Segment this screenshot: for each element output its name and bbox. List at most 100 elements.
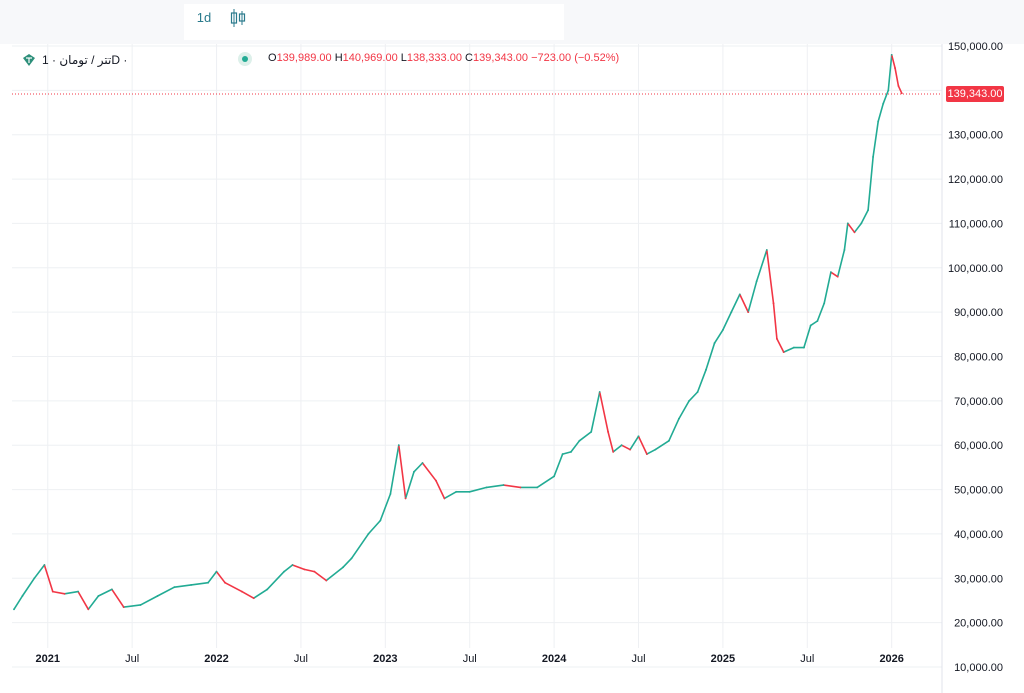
- price-segment: [350, 533, 370, 560]
- data-point: [678, 417, 680, 420]
- data-point: [629, 448, 631, 451]
- data-point: [882, 102, 885, 105]
- price-segment: [389, 444, 400, 495]
- price-segment: [738, 293, 750, 313]
- data-point: [816, 320, 819, 322]
- data-point: [730, 311, 733, 313]
- price-segment: [485, 484, 505, 489]
- high-value: 140,969.00: [342, 52, 398, 64]
- data-point: [590, 431, 593, 433]
- price-segment: [367, 519, 382, 535]
- x-tick-label: Jul: [294, 653, 308, 665]
- data-point: [897, 85, 900, 87]
- data-point: [612, 451, 615, 453]
- price-segment: [590, 391, 601, 433]
- data-point: [252, 597, 255, 600]
- price-segment: [612, 444, 623, 453]
- top-toolbar: [0, 0, 1024, 44]
- change-value: −723.00 (−0.52%): [531, 52, 620, 64]
- price-segment: [241, 590, 255, 600]
- data-point: [722, 329, 724, 331]
- ohlc-values: O139,989.00 H140,969.00 L138,333.00 C139…: [268, 52, 619, 64]
- price-segment: [156, 586, 176, 597]
- data-point: [536, 486, 539, 489]
- data-point: [696, 391, 699, 393]
- price-segment: [809, 320, 819, 327]
- price-segment: [252, 588, 269, 600]
- price-segment: [846, 222, 856, 234]
- data-point: [607, 431, 609, 433]
- price-segment: [598, 391, 609, 433]
- data-point: [342, 566, 344, 569]
- data-point: [173, 586, 176, 589]
- data-point: [139, 604, 142, 606]
- data-point: [207, 581, 210, 584]
- x-tick-label: 2021: [36, 653, 60, 665]
- price-segment: [313, 570, 328, 582]
- price-segment: [404, 470, 415, 500]
- price-segment: [882, 89, 890, 105]
- data-point: [890, 54, 893, 56]
- data-point: [379, 519, 382, 522]
- price-segment: [765, 249, 775, 305]
- price-segment: [139, 595, 159, 606]
- price-segment: [561, 451, 572, 455]
- price-segment: [607, 431, 615, 453]
- price-segment: [654, 439, 670, 451]
- price-segment: [755, 249, 768, 282]
- data-point: [578, 439, 581, 442]
- data-point: [823, 302, 826, 305]
- price-segment: [747, 280, 758, 313]
- x-tick-label: 2025: [711, 653, 735, 665]
- data-point: [776, 337, 778, 340]
- price-segment: [421, 462, 437, 482]
- data-point: [772, 302, 775, 305]
- x-tick-label: Jul: [631, 653, 645, 665]
- grid-lines: [12, 44, 942, 668]
- price-series: [13, 54, 903, 611]
- price-segment: [897, 85, 903, 95]
- price-segment: [77, 590, 90, 611]
- data-point: [421, 462, 424, 464]
- exchange-logo-icon: [23, 54, 35, 66]
- price-segment: [291, 564, 306, 571]
- price-segment: [678, 400, 690, 420]
- symbol-title[interactable]: تتر / تومان · 1D ·: [42, 53, 128, 67]
- price-segment: [342, 557, 353, 569]
- data-point: [435, 479, 437, 482]
- price-segment: [867, 156, 874, 211]
- data-point: [350, 557, 353, 560]
- price-segment: [122, 604, 142, 608]
- data-point: [830, 271, 832, 274]
- y-tick-label: 110,000.00: [949, 218, 1003, 230]
- interval-button[interactable]: 1d: [196, 10, 212, 25]
- data-point: [867, 209, 869, 212]
- data-point: [241, 590, 243, 593]
- data-point: [713, 342, 716, 345]
- price-segment: [570, 439, 581, 453]
- data-point: [646, 453, 648, 455]
- y-tick-label: 80,000.00: [954, 352, 1003, 364]
- data-point: [738, 293, 741, 296]
- data-point: [266, 588, 269, 591]
- price-segment: [63, 590, 79, 595]
- price-segment: [836, 249, 846, 278]
- price-segment: [502, 484, 522, 489]
- data-point: [455, 490, 458, 493]
- data-point: [367, 533, 370, 535]
- candlestick-icon[interactable]: [228, 6, 248, 30]
- data-point: [853, 231, 856, 234]
- price-segment: [816, 302, 826, 322]
- data-point: [620, 444, 623, 447]
- close-label: C: [465, 52, 473, 64]
- data-point: [13, 608, 15, 611]
- price-segment: [553, 453, 564, 478]
- data-point: [404, 497, 407, 500]
- data-point: [688, 400, 690, 402]
- data-point: [877, 120, 880, 123]
- data-point: [291, 564, 294, 566]
- price-segment: [668, 417, 680, 442]
- data-point: [283, 570, 285, 573]
- price-segment: [713, 329, 724, 345]
